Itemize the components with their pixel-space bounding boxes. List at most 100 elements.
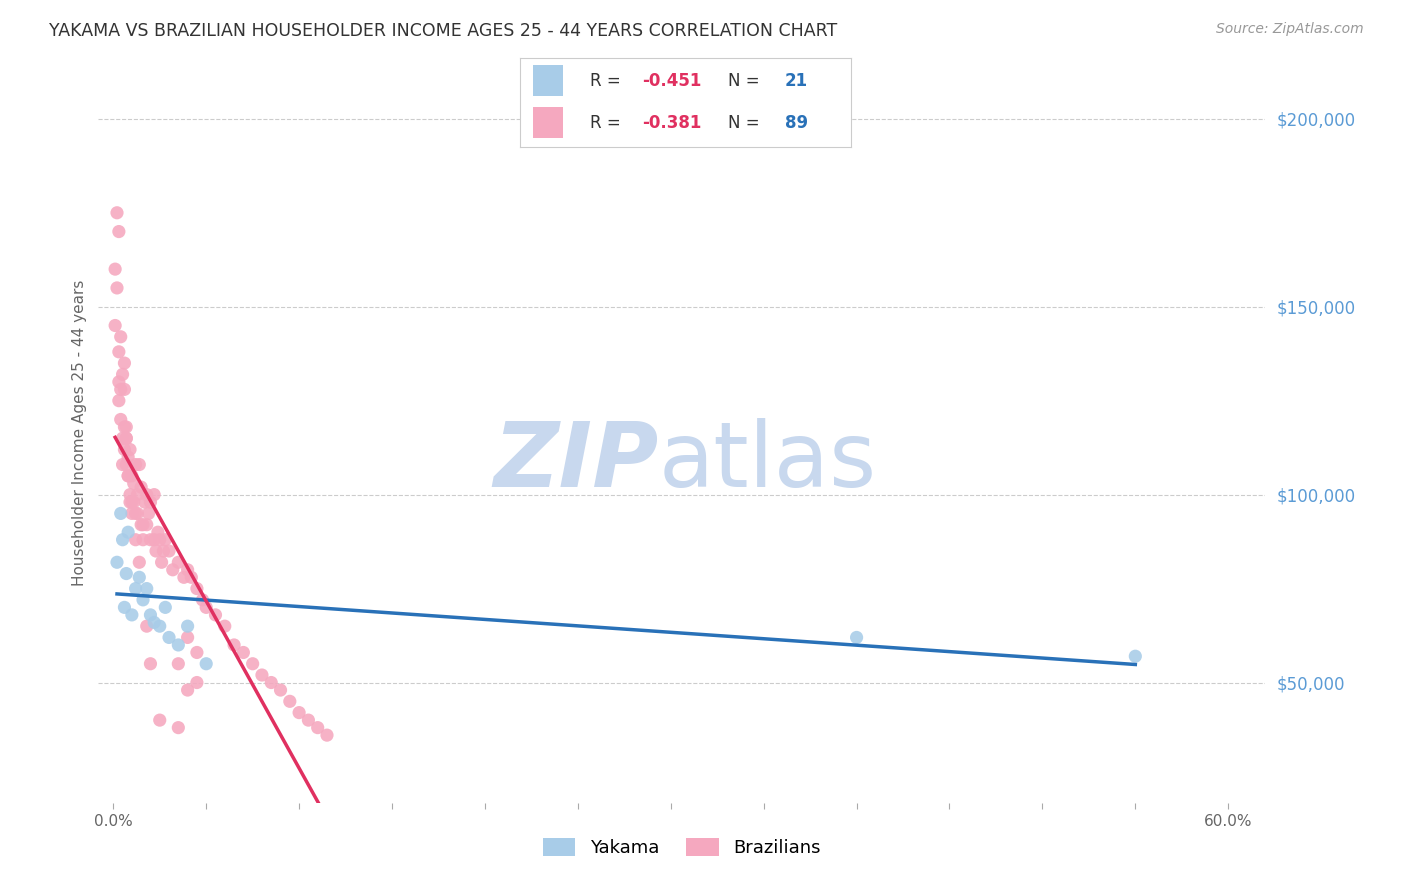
Text: -0.381: -0.381 <box>643 114 702 132</box>
Point <box>176 683 198 698</box>
Point <box>186 582 208 596</box>
Point <box>167 721 190 735</box>
Point <box>128 570 150 584</box>
Point <box>157 544 180 558</box>
Point <box>115 420 138 434</box>
Point <box>157 631 180 645</box>
Text: R =: R = <box>589 72 626 90</box>
Text: N =: N = <box>728 114 765 132</box>
Point <box>143 488 166 502</box>
Text: atlas: atlas <box>658 418 877 507</box>
Point <box>260 675 283 690</box>
Text: ZIP: ZIP <box>494 418 658 507</box>
Point <box>108 344 131 359</box>
Point <box>297 713 319 727</box>
Point <box>155 533 177 547</box>
Point <box>278 694 301 708</box>
Point <box>132 533 155 547</box>
Point <box>146 525 169 540</box>
Point <box>124 582 146 596</box>
Point <box>204 607 226 622</box>
Point <box>115 566 138 581</box>
Point <box>149 619 172 633</box>
Point <box>114 442 136 457</box>
Point <box>108 393 131 408</box>
Point <box>167 657 190 671</box>
Point <box>191 592 214 607</box>
Point <box>105 281 128 295</box>
Point <box>118 488 141 502</box>
Point <box>122 495 145 509</box>
Point <box>139 607 162 622</box>
Point <box>114 420 136 434</box>
Text: Source: ZipAtlas.com: Source: ZipAtlas.com <box>1216 22 1364 37</box>
Point <box>121 468 143 483</box>
Point <box>117 450 139 464</box>
Point <box>104 262 127 277</box>
Point <box>250 668 273 682</box>
Point <box>114 356 136 370</box>
Point <box>121 495 143 509</box>
Point <box>114 383 136 397</box>
Point <box>134 495 156 509</box>
Point <box>186 645 208 659</box>
Point <box>139 495 162 509</box>
Point <box>162 563 184 577</box>
Text: -0.451: -0.451 <box>643 72 702 90</box>
Point <box>105 206 128 220</box>
Point <box>110 383 132 397</box>
Y-axis label: Householder Income Ages 25 - 44 years: Householder Income Ages 25 - 44 years <box>72 279 87 586</box>
Point <box>128 555 150 569</box>
Point <box>176 563 198 577</box>
Point <box>111 368 134 382</box>
Point <box>132 592 155 607</box>
Point <box>115 431 138 445</box>
Point <box>307 721 329 735</box>
Point <box>129 517 152 532</box>
Point <box>176 619 198 633</box>
Point <box>242 657 264 671</box>
Point <box>124 533 146 547</box>
Point <box>135 582 157 596</box>
Point <box>150 555 173 569</box>
Point <box>128 458 150 472</box>
Point <box>135 619 157 633</box>
Point <box>129 480 152 494</box>
Point <box>110 412 132 426</box>
Text: 21: 21 <box>785 72 807 90</box>
Point <box>270 683 292 698</box>
Point <box>139 533 162 547</box>
Point <box>135 488 157 502</box>
Point <box>124 507 146 521</box>
Point <box>127 507 149 521</box>
Point <box>124 458 146 472</box>
Point <box>167 555 190 569</box>
Point <box>132 517 155 532</box>
Point <box>139 657 162 671</box>
Point <box>138 507 160 521</box>
Point <box>143 533 166 547</box>
Point <box>117 468 139 483</box>
Point <box>145 544 167 558</box>
Point <box>152 544 174 558</box>
Point <box>214 619 236 633</box>
Point <box>111 458 134 472</box>
Text: N =: N = <box>728 72 765 90</box>
Point <box>122 476 145 491</box>
Legend: Yakama, Brazilians: Yakama, Brazilians <box>536 830 828 864</box>
Point <box>110 507 132 521</box>
Point <box>845 631 868 645</box>
Point <box>111 533 134 547</box>
Point <box>1123 649 1146 664</box>
Point <box>118 495 141 509</box>
Point <box>222 638 245 652</box>
Point <box>108 375 131 389</box>
Point <box>127 488 149 502</box>
Point <box>114 600 136 615</box>
Point <box>167 638 190 652</box>
Point <box>108 225 131 239</box>
Point <box>117 525 139 540</box>
FancyBboxPatch shape <box>533 107 564 138</box>
Point <box>149 533 172 547</box>
Point <box>117 468 139 483</box>
